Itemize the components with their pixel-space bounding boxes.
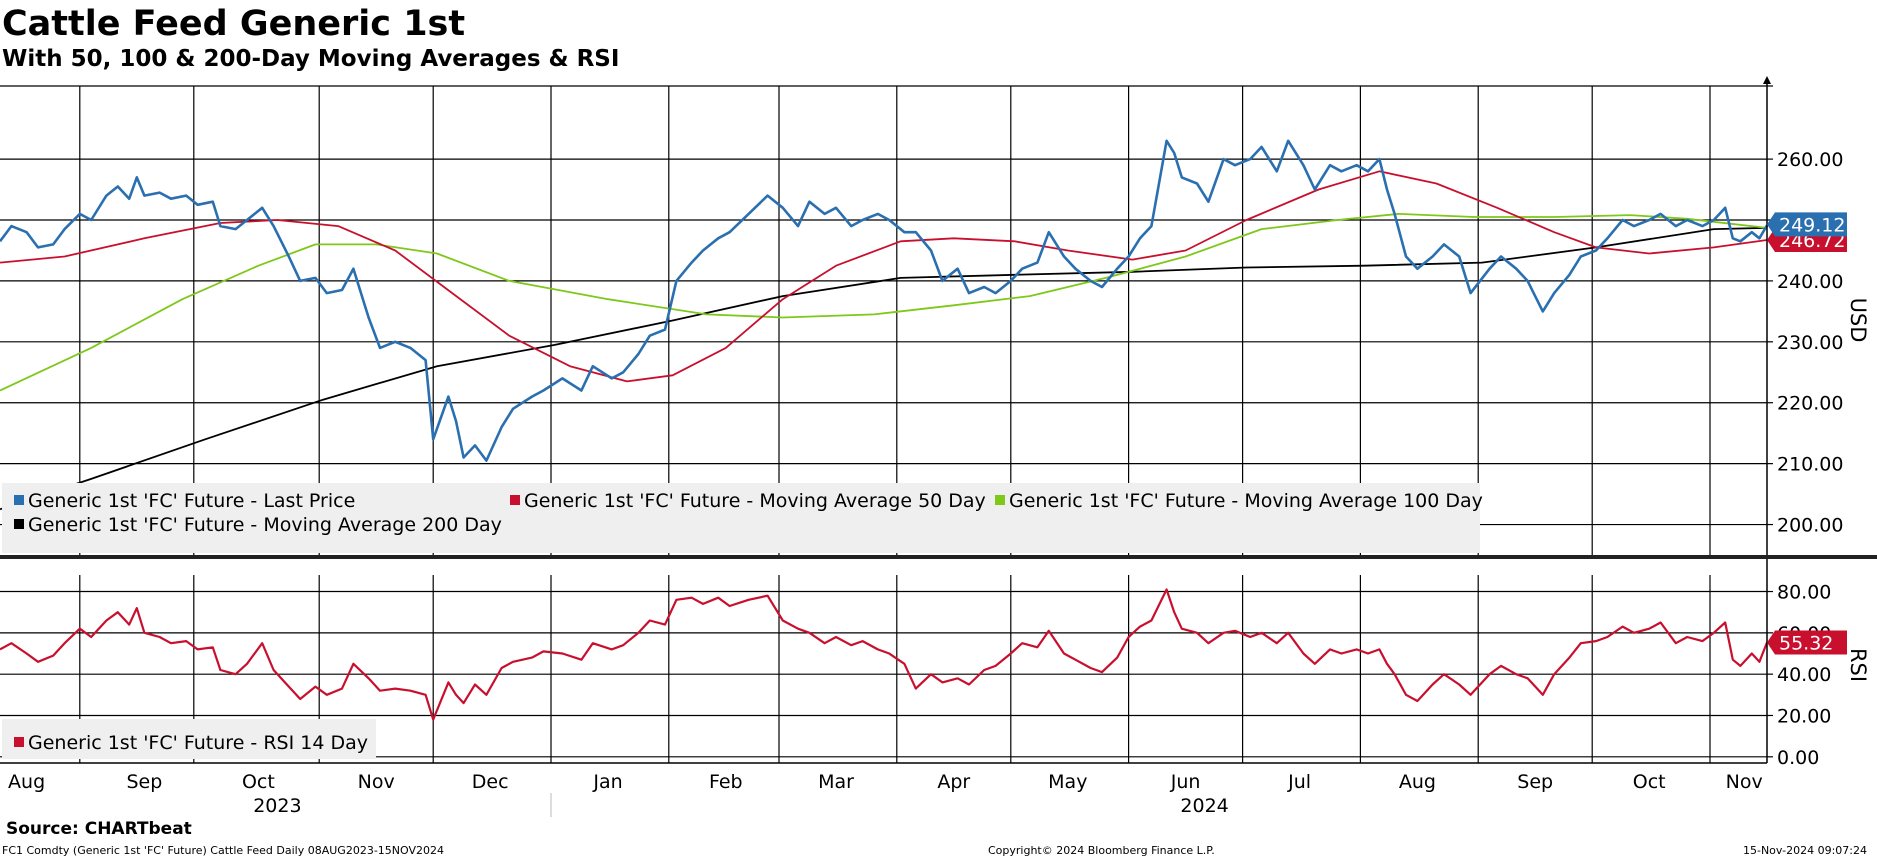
ma100-line [0, 213, 1768, 392]
source-label: Source: CHARTbeat [6, 819, 192, 839]
rsi-tick-label: 80.00 [1777, 582, 1831, 604]
ma100-legend-label: Generic 1st 'FC' Future - Moving Average… [1009, 490, 1483, 512]
month-label: Aug [8, 771, 45, 793]
month-label: Nov [358, 771, 395, 793]
axis-arrow-icon [1763, 76, 1771, 84]
chart-subtitle: With 50, 100 & 200-Day Moving Averages &… [2, 46, 620, 72]
year-label: 2023 [253, 795, 301, 817]
rsi-legend-swatch [14, 737, 24, 747]
price-tick-label: 210.00 [1777, 454, 1843, 476]
month-label: Aug [1399, 771, 1436, 793]
month-label: Oct [1633, 771, 1666, 793]
chart-title: Cattle Feed Generic 1st [2, 4, 466, 44]
month-label: Sep [1517, 771, 1553, 793]
rsi-legend-label: Generic 1st 'FC' Future - RSI 14 Day [28, 732, 368, 754]
price-tick-label: 200.00 [1777, 515, 1843, 537]
rsi-tick-label: 40.00 [1777, 664, 1831, 686]
month-label: Mar [818, 771, 854, 793]
rsi-last-value-tag-bg [1767, 630, 1847, 655]
month-label: Jan [592, 771, 622, 793]
month-label: May [1048, 771, 1087, 793]
month-label: Oct [242, 771, 275, 793]
month-label: Jul [1287, 771, 1311, 793]
copyright-notice: Copyright© 2024 Bloomberg Finance L.P. [988, 844, 1215, 857]
price-last-value-tag: 249.12 [1779, 214, 1845, 236]
rsi-axis-title: RSI [1846, 648, 1870, 682]
rsi-line [0, 588, 1769, 721]
price-legend-swatch [14, 495, 24, 505]
series-layer [0, 139, 1769, 721]
ma50-legend-swatch [510, 495, 520, 505]
ma200-legend-swatch [14, 519, 24, 529]
rsi-tick-label: 20.00 [1777, 705, 1831, 727]
ma100-legend-swatch [995, 495, 1005, 505]
price-last-value-tag-bg [1767, 212, 1847, 237]
legend-layer: Generic 1st 'FC' Future - Last Price Gene… [2, 483, 1483, 759]
price-legend-label: Generic 1st 'FC' Future - Last Price [28, 490, 355, 512]
month-label: Apr [937, 771, 970, 793]
ma200-line [0, 227, 1768, 511]
price-tick-label: 260.00 [1777, 149, 1843, 171]
ma50-line [0, 170, 1768, 383]
month-label: Dec [472, 771, 509, 793]
price-tick-label: 240.00 [1777, 271, 1843, 293]
axis-layer: 260.00250.00240.00230.00220.00210.00200.… [0, 76, 1877, 817]
month-label: Sep [126, 771, 162, 793]
month-label: Jun [1170, 771, 1201, 793]
grid-layer [0, 86, 1767, 763]
ma200-legend-label: Generic 1st 'FC' Future - Moving Average… [28, 514, 502, 536]
ticker-info: FC1 Comdty (Generic 1st 'FC' Future) Cat… [2, 844, 444, 857]
timestamp: 15-Nov-2024 09:07:24 [1742, 844, 1867, 857]
price-legend-box [2, 483, 1480, 553]
rsi-last-value-tag: 55.32 [1779, 633, 1833, 655]
price-tick-label: 230.00 [1777, 332, 1843, 354]
month-label: Feb [709, 771, 743, 793]
price-axis-title: USD [1846, 298, 1870, 343]
rsi-tick-label: 0.00 [1777, 747, 1819, 769]
rsi-legend-box [2, 719, 376, 759]
ma50-legend-label: Generic 1st 'FC' Future - Moving Average… [524, 490, 986, 512]
price-tick-label: 220.00 [1777, 393, 1843, 415]
month-label: Nov [1726, 771, 1763, 793]
last-price-line [0, 139, 1769, 462]
year-label: 2024 [1180, 795, 1228, 817]
